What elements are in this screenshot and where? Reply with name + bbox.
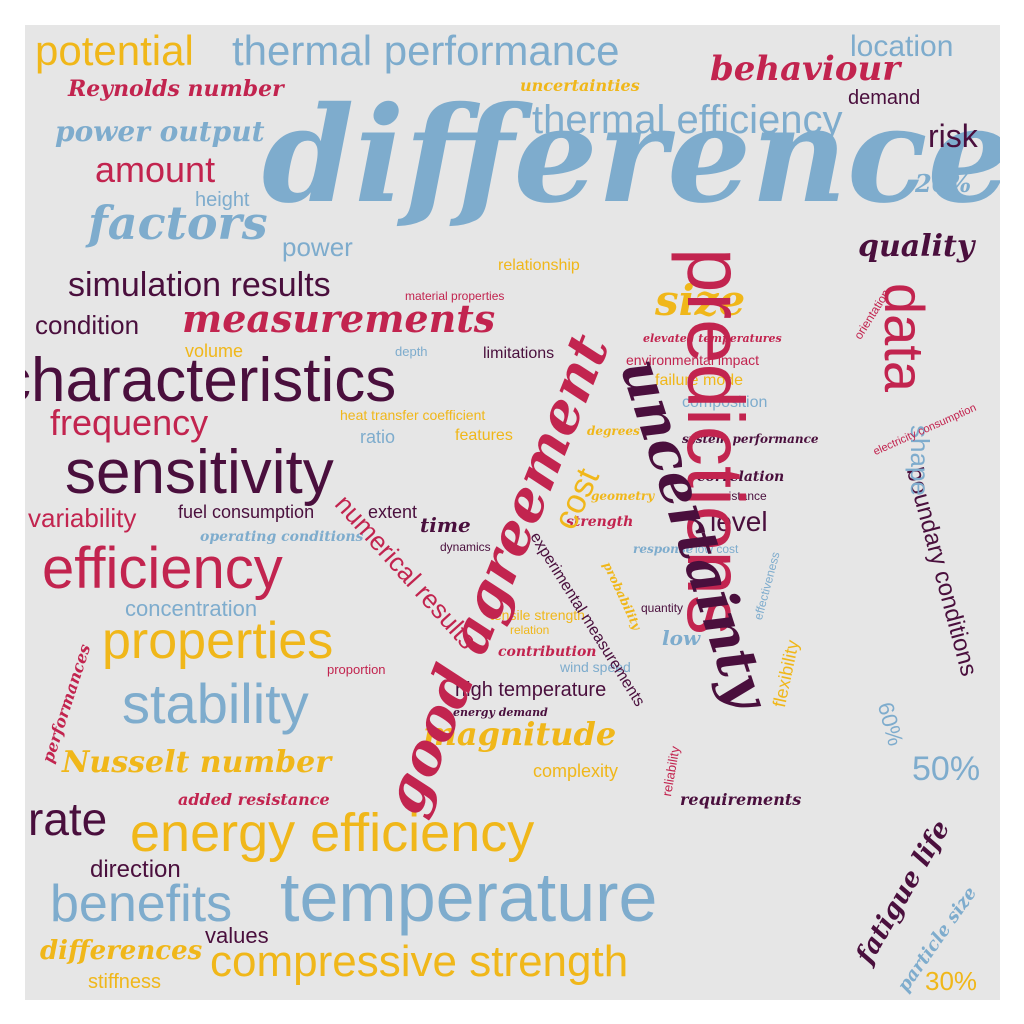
word-requirements: requirements bbox=[680, 790, 802, 809]
word-composition: composition bbox=[682, 394, 768, 411]
word-energy-demand: energy demand bbox=[453, 706, 548, 719]
word-high-temperature: high temperature bbox=[455, 679, 607, 701]
word-risk: risk bbox=[928, 118, 978, 154]
word-nusselt-number: Nusselt number bbox=[62, 745, 332, 780]
word-response: response bbox=[633, 542, 694, 556]
word-demand: demand bbox=[848, 87, 921, 109]
word-operating-conditions: operating conditions bbox=[200, 529, 364, 545]
word-amount: amount bbox=[95, 149, 216, 190]
word-tensile-strength: tensile strength bbox=[490, 607, 585, 623]
word-compressive-strength: compressive strength bbox=[210, 937, 629, 986]
word-simulation-results: simulation results bbox=[68, 266, 331, 304]
word-difference: difference bbox=[262, 78, 1000, 233]
word-measurements: measurements bbox=[182, 296, 496, 341]
word-wind-speed: wind speed bbox=[560, 659, 631, 675]
word-low: low bbox=[662, 626, 701, 650]
word-50: 50% bbox=[912, 750, 981, 788]
word-limitations: limitations bbox=[483, 345, 555, 362]
word-power: power bbox=[282, 232, 353, 262]
word-quality: quality bbox=[858, 229, 975, 264]
word-contribution: contribution bbox=[498, 644, 597, 660]
word-power-output: power output bbox=[55, 115, 265, 148]
word-temperature: temperature bbox=[280, 858, 658, 936]
word-material-properties: material properties bbox=[405, 289, 505, 303]
word-sensitivity: sensitivity bbox=[65, 438, 334, 507]
word-quantity: quantity bbox=[641, 601, 684, 615]
word-ratio: ratio bbox=[360, 427, 396, 447]
word-strength: strength bbox=[566, 514, 634, 530]
word-correlation: correlation bbox=[697, 469, 785, 485]
word-system-performance: system performance bbox=[682, 432, 819, 446]
word-direction: direction bbox=[90, 856, 181, 883]
word-potential: potential bbox=[35, 27, 194, 74]
word-volume: volume bbox=[185, 341, 244, 361]
word-features: features bbox=[455, 427, 513, 444]
word-dynamics: dynamics bbox=[440, 540, 491, 554]
word-characteristics: characteristics bbox=[25, 346, 397, 415]
word-rate: rate bbox=[28, 793, 108, 845]
word-cloud: difference potential thermal performance lo… bbox=[25, 25, 1000, 1000]
word-heat-transfer-coefficient: heat transfer coefficient bbox=[340, 407, 486, 423]
word-low-cost: low cost bbox=[695, 542, 739, 556]
word-level: level bbox=[710, 506, 768, 537]
word-behaviour: behaviour bbox=[710, 49, 901, 89]
word-extent: extent bbox=[368, 502, 418, 522]
word-geometry: geometry bbox=[591, 489, 655, 503]
word-differences: differences bbox=[40, 936, 203, 966]
word-proportion: proportion bbox=[327, 662, 386, 677]
word-uncertainties: uncertainties bbox=[520, 76, 640, 95]
word-60: 60% bbox=[872, 699, 909, 749]
word-failure-mode: failure mode bbox=[655, 372, 744, 389]
word-20: 20% bbox=[915, 169, 972, 198]
word-concentration: concentration bbox=[125, 596, 258, 621]
word-stiffness: stiffness bbox=[88, 971, 161, 993]
word-condition: condition bbox=[35, 310, 140, 340]
word-values: values bbox=[205, 923, 269, 948]
word-reynolds-number: Reynolds number bbox=[68, 76, 284, 102]
word-variability: variability bbox=[28, 503, 137, 533]
word-energy-efficiency: energy efficiency bbox=[130, 803, 535, 863]
word-elevated-temperatures: elevated temperatures bbox=[643, 332, 782, 345]
word-thermal-efficiency: thermal efficiency bbox=[532, 98, 843, 142]
word-complexity: complexity bbox=[533, 761, 619, 781]
word-time: time bbox=[420, 513, 471, 537]
word-fuel-consumption: fuel consumption bbox=[178, 502, 315, 522]
word-probability: probability bbox=[600, 559, 644, 633]
word-stability: stability bbox=[122, 672, 309, 735]
word-relationship: relationship bbox=[498, 257, 580, 274]
word-resistance: resistance bbox=[712, 489, 767, 503]
word-30: 30% bbox=[925, 966, 978, 996]
word-reliability: reliability bbox=[659, 745, 683, 798]
word-environmental-impact: environmental impact bbox=[626, 352, 760, 368]
word-efficiency: efficiency bbox=[42, 536, 283, 601]
word-properties: properties bbox=[102, 612, 334, 670]
word-height: height bbox=[195, 189, 250, 211]
word-boundary-conditions: boundary conditions bbox=[900, 464, 983, 679]
word-flexibility: flexibility bbox=[769, 638, 803, 709]
word-degrees: degrees bbox=[587, 424, 640, 438]
word-frequency: frequency bbox=[50, 402, 209, 443]
word-benefits: benefits bbox=[50, 875, 233, 933]
word-added-resistance: added resistance bbox=[178, 790, 330, 809]
word-depth: depth bbox=[395, 344, 428, 359]
word-relation: relation bbox=[510, 623, 550, 637]
word-size: size bbox=[655, 276, 746, 325]
word-location: location bbox=[850, 30, 954, 63]
word-magnitude: magnitude bbox=[423, 715, 617, 753]
word-factors: factors bbox=[88, 196, 268, 250]
word-thermal-performance: thermal performance bbox=[232, 27, 620, 74]
